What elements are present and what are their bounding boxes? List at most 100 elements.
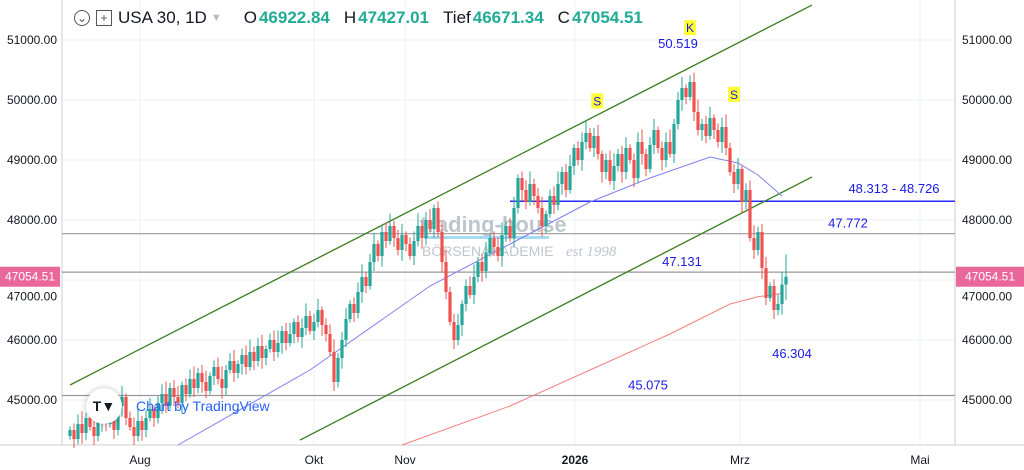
candle-body: [456, 325, 460, 340]
candle: [580, 132, 584, 171]
candle-body: [756, 232, 760, 250]
candle: [120, 385, 124, 417]
candle-body: [220, 379, 224, 388]
attribution[interactable]: T▼ Chart by TradingView: [86, 388, 270, 424]
candle: [80, 411, 84, 444]
candle-body: [652, 130, 656, 145]
symbol-name[interactable]: USA 30, 1D: [118, 8, 207, 27]
candle-body: [240, 355, 244, 364]
candle: [440, 222, 444, 273]
candle: [468, 276, 472, 299]
close-label: C: [557, 8, 570, 27]
candle-body: [228, 361, 232, 370]
tradingview-logo: T▼: [86, 388, 122, 424]
candle: [464, 279, 468, 312]
candle: [128, 411, 132, 431]
candle: [392, 220, 396, 247]
candle-body: [484, 253, 488, 271]
candle-body: [352, 304, 356, 313]
candle-body: [544, 214, 548, 226]
candle: [380, 225, 384, 267]
candle: [412, 231, 416, 265]
candle-body: [124, 397, 128, 418]
candle-body: [260, 346, 264, 358]
marker-box: [728, 86, 740, 102]
candle: [608, 150, 612, 185]
collapse-icon[interactable]: ⌄: [74, 10, 90, 26]
candle-body: [172, 388, 176, 397]
level-label: 48.313 - 48.726: [848, 181, 939, 196]
candle-body: [584, 133, 588, 142]
level-label: 47.131: [662, 254, 702, 269]
y-tick-label-right: 46000.00: [962, 333, 1012, 347]
candle: [708, 106, 712, 140]
candle-body: [736, 169, 740, 184]
candle-body: [648, 145, 652, 169]
candle: [196, 367, 200, 394]
candle: [324, 318, 328, 342]
candle: [672, 118, 676, 163]
candle-body: [320, 310, 324, 325]
candle: [772, 279, 776, 319]
candle-body: [276, 343, 280, 352]
add-symbol-icon[interactable]: +: [96, 10, 112, 26]
attribution-text[interactable]: Chart by TradingView: [136, 398, 270, 414]
chevron-down-icon[interactable]: ▼: [210, 12, 222, 24]
upper-channel-line: [69, 4, 813, 386]
candle: [376, 240, 380, 262]
candle-body: [156, 403, 160, 418]
candle-body: [776, 304, 780, 310]
candle-body: [340, 340, 344, 358]
y-tick-label-left: 51000.00: [7, 33, 57, 47]
candle-body: [256, 346, 260, 361]
candle-body: [480, 262, 484, 271]
candle-body: [88, 418, 92, 427]
candle: [372, 232, 376, 271]
candle: [320, 306, 324, 336]
candle-body: [672, 124, 676, 154]
candle-body: [248, 352, 252, 367]
candle-body: [372, 244, 376, 262]
close-value: 47054.51: [571, 8, 643, 27]
candle-body: [784, 276, 788, 285]
candle: [600, 150, 604, 183]
candle: [576, 141, 580, 166]
candle-body: [192, 379, 196, 388]
candle: [496, 237, 500, 262]
candle: [388, 213, 392, 245]
y-tick-label-left: 49000.00: [7, 153, 57, 167]
candle: [704, 115, 708, 144]
candle-body: [644, 154, 648, 169]
candle-body: [600, 154, 604, 172]
candle-body: [324, 325, 328, 334]
candle: [408, 237, 412, 260]
candle-body: [448, 292, 452, 322]
candle: [568, 154, 572, 194]
candle: [784, 254, 788, 300]
candle: [276, 330, 280, 358]
candle-body: [252, 352, 256, 361]
candle-body: [720, 127, 724, 142]
candle-body: [556, 184, 560, 205]
candle-body: [464, 286, 468, 304]
candle-body: [208, 376, 212, 391]
candle: [216, 357, 220, 385]
candle: [648, 136, 652, 173]
candle: [624, 136, 628, 180]
candle-body: [272, 340, 276, 352]
candle: [160, 384, 164, 414]
candle: [728, 142, 732, 176]
candle-body: [492, 238, 496, 247]
candle: [180, 381, 184, 414]
candle: [284, 322, 288, 351]
candle: [524, 180, 528, 210]
candle-body: [168, 388, 172, 406]
candle-body: [380, 232, 384, 256]
candle: [288, 322, 292, 347]
candle: [280, 325, 284, 354]
candle: [652, 118, 656, 154]
candle: [540, 196, 544, 237]
candle-body: [176, 397, 180, 403]
